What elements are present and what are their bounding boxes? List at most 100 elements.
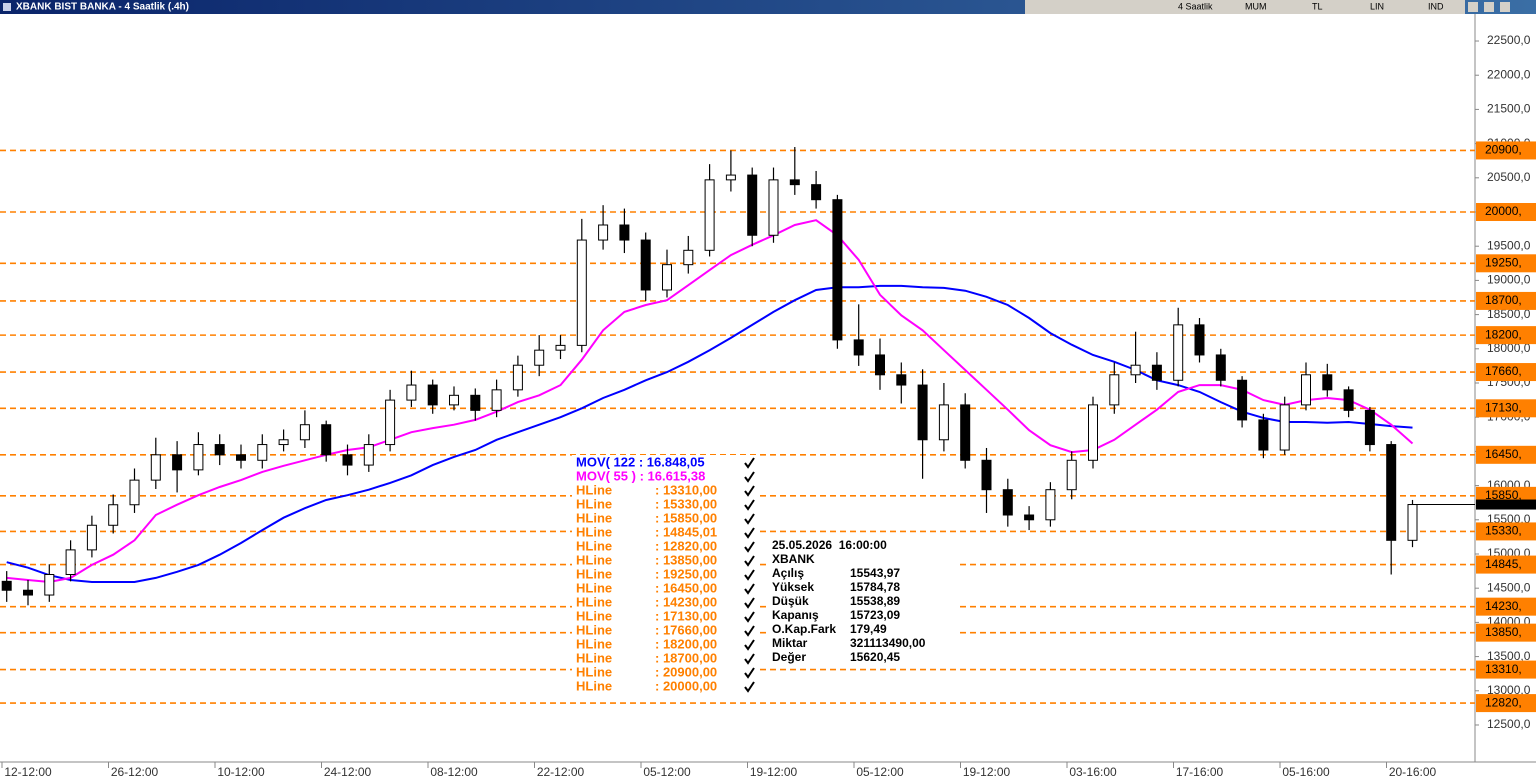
hline-label: 13310, [1485,662,1522,676]
hline-label-box [1476,660,1536,679]
x-tick-label: 05-12:00 [856,765,904,779]
info-value: 15723,09 [850,608,900,622]
toolbar-item[interactable]: TL [1312,1,1323,11]
check-icon [744,681,755,693]
check-icon [744,541,755,553]
info-label: Düşük [772,594,809,608]
x-tick-label: 05-16:00 [1282,765,1330,779]
candle-body [1045,489,1056,521]
hline-label: 15850, [1485,488,1522,502]
candle-body [449,394,459,406]
x-tick-label: 19-12:00 [750,765,798,779]
hline-label-box [1476,623,1536,642]
info-value: 321113490,00 [850,636,926,650]
check-icon [744,527,755,539]
candle-body [662,264,672,291]
x-tick-label: 10-12:00 [217,765,265,779]
legend-entry: HLine [576,566,612,581]
x-tick-label: 08-12:00 [430,765,478,779]
candle-body [23,589,33,596]
candle-body [534,349,545,366]
candle-body [704,179,715,251]
restore-button[interactable] [1484,2,1494,12]
legend-value: : 18200,00 [655,636,717,651]
info-label: Kapanış [772,608,819,622]
legend-value: : 20000,00 [655,678,717,693]
check-icon [744,569,755,581]
x-tick-label: 26-12:00 [111,765,159,779]
toolbar-item[interactable]: 4 Saatlik [1178,1,1213,11]
candle-body [1407,504,1418,541]
hline-label: 20000, [1485,204,1522,218]
candle-body [1066,459,1077,491]
info-value: 15538,89 [850,594,900,608]
candle-body [576,239,587,346]
candle-body [385,399,396,446]
legend-value: : 16450,00 [655,580,717,595]
x-tick-label: 12-12:00 [4,765,52,779]
toolbar-item[interactable]: IND [1428,1,1444,11]
legend-entry: HLine [576,538,612,553]
legend-entry: HLine [576,636,612,651]
legend-value: : 15330,00 [655,496,717,511]
candle-body [1002,489,1013,516]
candle-body [1194,324,1205,356]
x-tick-label: 24-12:00 [324,765,372,779]
hline-label-box [1476,555,1536,574]
x-tick-label: 17-16:00 [1176,765,1224,779]
candle-body [789,179,800,186]
info-symbol: XBANK [772,552,815,566]
candle-body [853,339,864,356]
candle-body [427,384,438,406]
info-background [768,538,956,666]
candle-body [938,404,949,441]
candle-body [342,454,353,466]
hline-label: 17660, [1485,364,1522,378]
legend-entry: HLine [576,496,612,511]
check-icon [744,485,755,497]
candle-body [683,249,694,266]
candle-body [491,389,502,411]
toolbar-item[interactable]: MUM [1245,1,1267,11]
candle-body [512,364,523,391]
check-icon [744,653,755,665]
y-tick-label: 13500,0 [1487,649,1531,663]
candle-body [1364,409,1375,446]
y-tick-label: 19500,0 [1487,238,1531,252]
candle-body [598,224,609,241]
candle-body [299,424,310,441]
info-label: Yüksek [772,580,814,594]
y-tick-label: 18500,0 [1487,307,1531,321]
legend-value: : 18700,00 [655,650,717,665]
candle-body [1109,374,1120,406]
info-label: Miktar [772,636,808,650]
legend-entry: HLine [576,510,612,525]
candle-body [1130,364,1141,376]
candle-body [108,504,119,526]
info-value: 179,49 [850,622,887,636]
candle-body [768,179,779,236]
info-label: O.Kap.Fark [772,622,836,636]
hline-label: 18200, [1485,327,1522,341]
candle-body [44,574,55,596]
legend-entry: MOV( 55 ) : 16.615,38 [576,468,705,483]
candle-body [193,444,204,471]
check-icon [744,513,755,525]
info-value: 15620,45 [850,650,900,664]
candle-body [811,184,822,201]
hline-label: 18700, [1485,293,1522,307]
candle-body [1237,379,1248,421]
minimize-button[interactable] [1468,2,1478,12]
candle-body [470,394,481,411]
hline-label-box [1476,399,1536,418]
y-tick-label: 18000,0 [1487,341,1531,355]
info-label: Açılış [772,566,804,580]
candle-body [1258,419,1269,451]
close-button[interactable] [1500,2,1510,12]
x-tick-label: 05-12:00 [643,765,691,779]
legend-value: : 15850,00 [655,510,717,525]
candle-body [1322,374,1333,391]
check-icon [744,499,755,511]
toolbar-item[interactable]: LIN [1370,1,1384,11]
